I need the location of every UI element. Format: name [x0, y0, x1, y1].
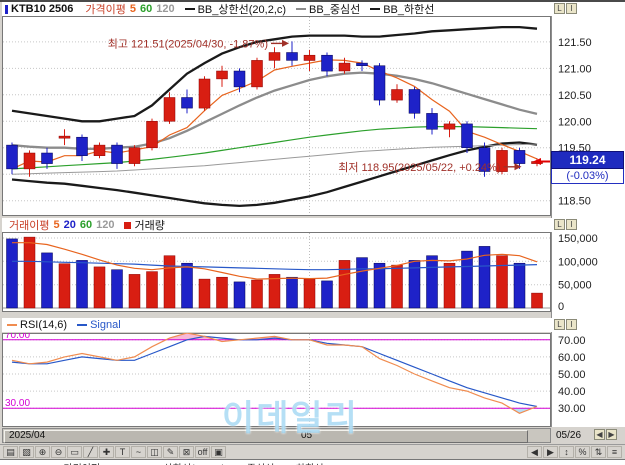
- bb-upper-swatch: [184, 8, 195, 10]
- svg-text:100,000: 100,000: [558, 256, 598, 268]
- svg-text:70.00: 70.00: [5, 333, 30, 341]
- date-label-month: 05: [301, 430, 313, 441]
- select-region-icon[interactable]: ▭: [67, 446, 82, 458]
- panel-button-i[interactable]: I: [566, 3, 577, 14]
- svg-text:121.50: 121.50: [558, 37, 592, 49]
- tools-off-toggle[interactable]: off: [195, 446, 210, 458]
- ma120-period-label: 120: [156, 3, 175, 15]
- toolbar-left-group: ▤ ▧ ⊕ ⊖ ▭ ╱ ✚ T ~ ◫ ✎ ⊠ off ▣: [3, 446, 226, 458]
- scroll-left-button[interactable]: ◀: [594, 429, 605, 440]
- svg-text:118.50: 118.50: [558, 196, 591, 208]
- last-price-badge: 119.24 (-0.03%): [551, 151, 624, 184]
- rsi-swatch: [7, 324, 17, 326]
- pattern-tool-icon[interactable]: ~: [131, 446, 146, 458]
- panel-button-i[interactable]: I: [566, 219, 577, 230]
- panel-button-i[interactable]: I: [566, 319, 577, 330]
- draw-tool-icon[interactable]: ✎: [163, 446, 178, 458]
- volume-ma-legend-label[interactable]: 거래이평: [9, 220, 50, 232]
- y-axis-column: [551, 2, 625, 427]
- indicator-icon[interactable]: ▧: [19, 446, 34, 458]
- zoom-out-icon[interactable]: ⊖: [51, 446, 66, 458]
- svg-text:60.00: 60.00: [558, 352, 586, 364]
- time-scrollbar[interactable]: 2025/04 05: [2, 428, 551, 443]
- bb-lower-label[interactable]: BB_하한선: [383, 4, 435, 16]
- zoom-in-icon[interactable]: ⊕: [35, 446, 50, 458]
- text-tool-icon[interactable]: T: [115, 446, 130, 458]
- secondary-chart-strip: KTB10 2506 가격이평 5 60 120 BB_상한선(20,2,c) …: [0, 459, 625, 465]
- svg-text:최고 121.51(2025/04/30, -1.87%): 최고 121.51(2025/04/30, -1.87%): [108, 37, 268, 50]
- price-panel-header: KTB10 2506 가격이평 5 60 120 BB_상한선(20,2,c) …: [2, 2, 554, 16]
- price-ma-legend-label[interactable]: 가격이평: [85, 4, 126, 16]
- vol-ma120-period-label: 120: [96, 219, 115, 231]
- vol-ma20-period-label: 20: [63, 219, 76, 231]
- svg-text:40.00: 40.00: [558, 386, 586, 398]
- panel-button-l[interactable]: L: [554, 319, 565, 330]
- menu-icon[interactable]: ≡: [607, 446, 622, 458]
- svg-text:120.00: 120.00: [558, 116, 592, 128]
- svg-text:120.50: 120.50: [558, 90, 592, 102]
- panel-button-l[interactable]: L: [554, 3, 565, 14]
- settings-icon[interactable]: ▣: [211, 446, 226, 458]
- svg-text:70.00: 70.00: [558, 335, 586, 347]
- compare-icon[interactable]: ◫: [147, 446, 162, 458]
- svg-text:121.00: 121.00: [558, 63, 592, 75]
- eraser-icon[interactable]: ⊠: [179, 446, 194, 458]
- log-scale-icon[interactable]: ⇅: [591, 446, 606, 458]
- scrollbar-thumb[interactable]: [4, 430, 528, 443]
- bb-center-label[interactable]: BB_중심선: [309, 4, 361, 16]
- volume-panel-header: 거래이평 5 20 60 120 거래량: [2, 218, 554, 232]
- signal-legend-label[interactable]: Signal: [90, 319, 121, 331]
- panel-button-l[interactable]: L: [554, 219, 565, 230]
- scroll-right-button[interactable]: ▶: [606, 429, 617, 440]
- last-price-change: (-0.03%): [551, 169, 624, 184]
- vol-ma5-period-label: 5: [53, 219, 60, 231]
- svg-text:30.00: 30.00: [558, 403, 586, 415]
- scrollbar-nav: ◀ ▶: [594, 429, 617, 440]
- svg-text:150,000: 150,000: [558, 233, 598, 245]
- svg-text:50,000: 50,000: [558, 280, 592, 292]
- date-label-start: 2025/04: [9, 430, 46, 441]
- volume-legend-label[interactable]: 거래량: [134, 220, 165, 232]
- svg-text:0: 0: [558, 301, 564, 312]
- ma60-period-label: 60: [139, 3, 153, 15]
- signal-swatch: [77, 324, 88, 326]
- chart-layout-icon[interactable]: ▤: [3, 446, 18, 458]
- prev-period-icon[interactable]: ◀: [527, 446, 542, 458]
- toolbar: ▤ ▧ ⊕ ⊖ ▭ ╱ ✚ T ~ ◫ ✎ ⊠ off ▣ ◀ ▶ ↕% ⇅ ≡: [0, 444, 625, 459]
- rsi-panel-header: RSI(14,6) Signal: [2, 318, 554, 332]
- rsi-legend-label[interactable]: RSI(14,6): [20, 319, 68, 331]
- last-price-value: 119.24: [551, 151, 624, 169]
- window-top-edge: [0, 0, 625, 2]
- volume-swatch: [124, 221, 132, 229]
- svg-text:30.00: 30.00: [5, 398, 30, 409]
- next-period-icon[interactable]: ▶: [543, 446, 558, 458]
- percent-scale-icon[interactable]: %: [575, 446, 590, 458]
- date-label-end: 05/26: [556, 430, 582, 441]
- volume-chart-canvas[interactable]: 150,000 100,000 50,000 0: [2, 232, 623, 312]
- rsi-chart-canvas[interactable]: 70.00 60.00 50.00 40.00 30.00 70.00 30.00: [2, 333, 623, 427]
- zoom-range-icon[interactable]: ↕: [559, 446, 574, 458]
- symbol-title: KTB10 2506: [11, 3, 74, 15]
- svg-text:최저 118.95(2025/05/22, +0.24%): 최저 118.95(2025/05/22, +0.24%): [338, 161, 500, 174]
- ma5-period-label: 5: [129, 3, 136, 15]
- bb-upper-label[interactable]: BB_상한선(20,2,c): [197, 4, 287, 16]
- vol-ma60-period-label: 60: [79, 219, 93, 231]
- crosshair-icon[interactable]: ✚: [99, 446, 114, 458]
- trendline-tool-icon[interactable]: ╱: [83, 446, 98, 458]
- bb-center-swatch: [296, 8, 307, 10]
- toolbar-right-group: ◀ ▶ ↕% ⇅ ≡: [527, 446, 622, 458]
- price-chart-canvas[interactable]: 121.50121.00120.50120.00119.50119.00118.…: [2, 16, 623, 216]
- symbol-icon: [5, 4, 8, 14]
- svg-text:50.00: 50.00: [558, 369, 586, 381]
- bb-lower-swatch: [370, 8, 381, 10]
